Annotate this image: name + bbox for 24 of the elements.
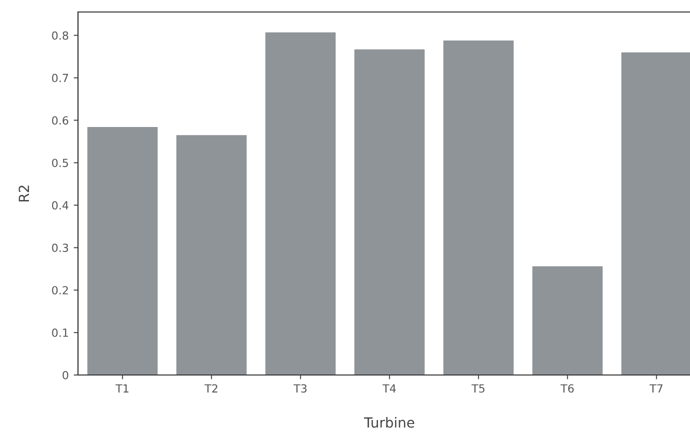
y-tick-label: 0 — [62, 370, 68, 380]
bar — [443, 40, 514, 375]
y-tick-label: 0.8 — [52, 31, 68, 40]
x-tick-label: T7 — [650, 384, 662, 392]
x-tick-label: T5 — [472, 384, 484, 393]
x-tick-label: T6 — [560, 384, 574, 393]
bar — [532, 266, 603, 375]
bar — [354, 49, 425, 375]
y-tick-label: 0.6 — [52, 116, 68, 125]
y-tick-label: 0.1 — [52, 328, 68, 337]
y-tick-label: 0.4 — [52, 201, 68, 210]
y-tick-label: 0.5 — [52, 158, 68, 168]
x-tick-label: T2 — [204, 384, 218, 392]
bar — [265, 32, 336, 375]
y-axis-title: R2 — [18, 186, 29, 202]
y-tick-label: 0.7 — [52, 74, 68, 82]
x-tick-label: T3 — [294, 384, 307, 393]
bar — [176, 135, 247, 375]
x-tick-label: T1 — [116, 384, 128, 392]
y-tick-label: 0.3 — [52, 244, 68, 252]
bar — [87, 127, 158, 375]
x-tick-label: T4 — [382, 384, 396, 392]
y-tick-label: 0.2 — [52, 286, 68, 294]
x-axis-title: Turbine — [364, 417, 414, 428]
